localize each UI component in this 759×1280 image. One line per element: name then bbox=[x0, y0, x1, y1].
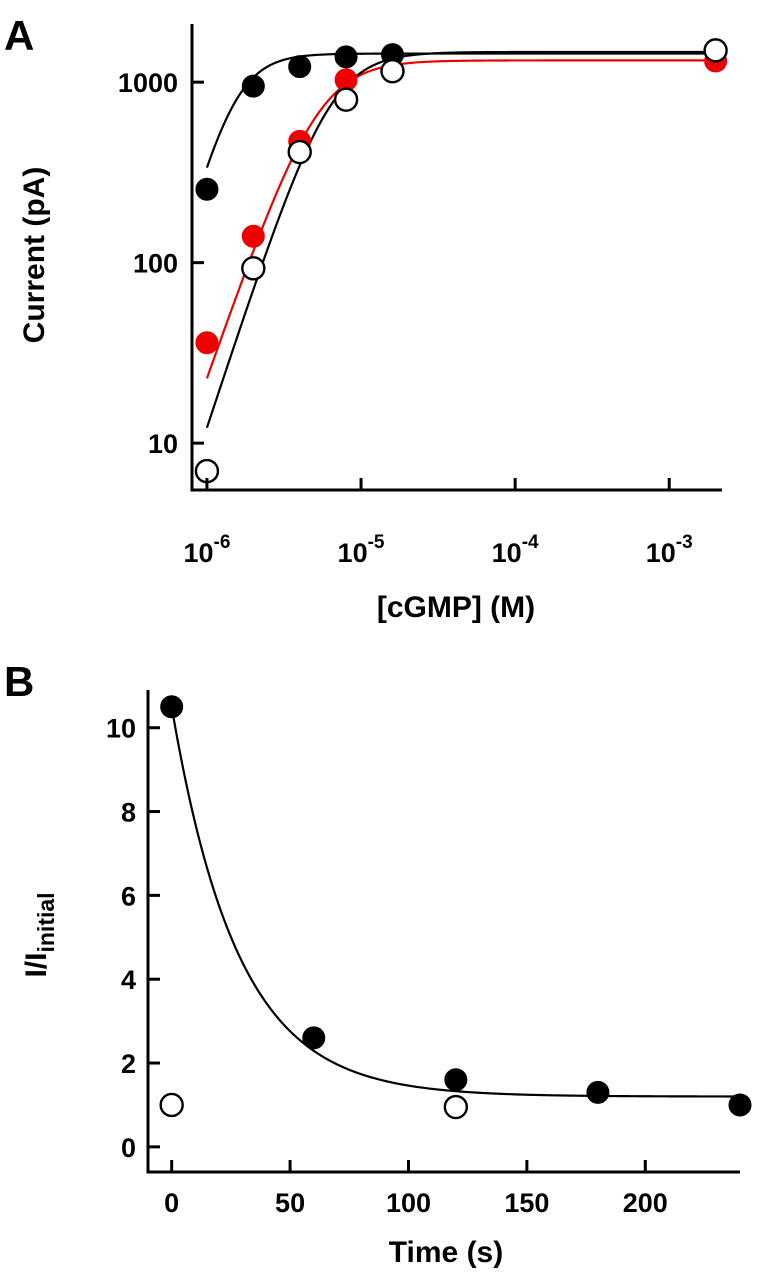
panel-a-x-tick-base-4: 10 bbox=[646, 538, 676, 568]
panel-b-axes bbox=[146, 690, 740, 1174]
panel-b-y-tick-label-1: 0 bbox=[121, 1133, 136, 1163]
panel-a-fit-curve-1 bbox=[205, 52, 722, 168]
panel-b-x-tick-label-3: 100 bbox=[386, 1188, 431, 1218]
panel-a-x-tick-base-1: 10 bbox=[183, 538, 213, 568]
panel-b-data-points bbox=[159, 695, 752, 1120]
panel-b-y-tick-label-4: 6 bbox=[121, 881, 136, 911]
panel-a-point-series-1-3 bbox=[288, 55, 312, 79]
panel-b-y-tick-label-6: 10 bbox=[106, 714, 136, 744]
panel-a-x-axis-title: [cGMP] (M) bbox=[377, 591, 535, 624]
panel-b-y-tick-label-3: 4 bbox=[121, 965, 136, 995]
panel-b-point-series-1-4 bbox=[586, 1080, 610, 1104]
panel-a-point-series-3-2 bbox=[241, 256, 266, 281]
panel-b-x-ticks: 0 50 100 150 200 bbox=[164, 1160, 668, 1218]
panel-b-y-axis-title-text: I/Iinitial bbox=[20, 892, 59, 977]
panel-a-point-series-1-1 bbox=[195, 177, 219, 201]
panel-b-point-series-2-1 bbox=[159, 1092, 184, 1118]
panel-a-x-tick-base-3: 10 bbox=[492, 538, 522, 568]
panel-a-y-tick-label-1: 10 bbox=[148, 429, 178, 459]
panel-a-fit-curves bbox=[205, 50, 722, 429]
panel-a-letter: A bbox=[4, 12, 34, 59]
panel-a-y-tick-label-2: 100 bbox=[133, 249, 178, 279]
panel-b-y-axis-title: I/Iinitial bbox=[20, 892, 59, 977]
panel-a-point-series-2-1 bbox=[195, 331, 219, 355]
panel-b-x-tick-label-1: 0 bbox=[164, 1188, 179, 1218]
panel-a-point-series-3-4 bbox=[333, 87, 359, 112]
panel-b-y-tick-label-5: 8 bbox=[121, 798, 136, 828]
panel-a-point-series-3-6 bbox=[703, 38, 728, 63]
panel-b-point-series-1-3 bbox=[444, 1068, 468, 1092]
panel-b-point-series-1-2 bbox=[302, 1026, 326, 1050]
panel-a-point-series-3-3 bbox=[287, 139, 312, 165]
panel-b-letter: B bbox=[4, 658, 34, 705]
panel-b-fit-curve bbox=[170, 706, 740, 1098]
panel-b-y-tick-label-2: 2 bbox=[121, 1049, 136, 1079]
panel-a-fit-curve-2 bbox=[205, 59, 722, 379]
panel-a-y-axis-title: Current (pA) bbox=[18, 167, 51, 344]
panel-b-x-tick-label-2: 50 bbox=[275, 1188, 305, 1218]
panel-b-point-series-1-5 bbox=[728, 1093, 752, 1117]
panel-a-x-tick-exponent-1: -6 bbox=[214, 532, 231, 553]
panel-b-point-series-1-1 bbox=[160, 695, 184, 719]
panel-a-fit-curve-3 bbox=[205, 50, 722, 429]
panel-a-x-tick-exponent-4: -3 bbox=[676, 532, 693, 553]
panel-b: B 0 50 100 150 200 0 2 4 6 8 10 Time (s) I/Iiniti… bbox=[4, 658, 752, 1269]
panel-a-axes bbox=[190, 24, 722, 492]
panel-b-x-axis-title: Time (s) bbox=[389, 1236, 503, 1269]
panel-a-x-tick-label-3: 10-4 bbox=[492, 532, 539, 568]
panel-a-point-series-1-2 bbox=[241, 74, 265, 98]
panel-b-point-series-2-2 bbox=[443, 1094, 469, 1120]
panel-a-x-ticks: 10-6 10-5 10-4 10-3 bbox=[183, 478, 693, 568]
panel-a-x-tick-label-1: 10-6 bbox=[183, 532, 230, 568]
panel-b-y-axis-title-subscript: initial bbox=[33, 892, 59, 952]
panel-b-y-axis-title-main: I/I bbox=[20, 953, 53, 978]
panel-a-x-tick-label-2: 10-5 bbox=[338, 532, 385, 568]
panel-a-point-series-2-2 bbox=[241, 224, 265, 248]
panel-b-x-tick-label-5: 200 bbox=[623, 1188, 668, 1218]
panel-a-data-points bbox=[194, 38, 728, 484]
panel-b-fit-line bbox=[170, 706, 740, 1098]
panel-a-x-tick-base-2: 10 bbox=[338, 538, 368, 568]
panel-a-point-series-3-5 bbox=[380, 58, 405, 84]
panel-a-x-tick-exponent-2: -5 bbox=[368, 532, 385, 553]
panel-a-x-tick-exponent-3: -4 bbox=[522, 532, 539, 553]
panel-b-y-ticks: 0 2 4 6 8 10 bbox=[106, 714, 160, 1163]
panel-b-x-tick-label-4: 150 bbox=[504, 1188, 549, 1218]
panel-a-x-tick-label-4: 10-3 bbox=[646, 532, 693, 568]
panel-a-y-tick-label-3: 1000 bbox=[118, 68, 178, 98]
panel-a-y-ticks: 10 100 1000 bbox=[118, 68, 204, 459]
panel-a-point-series-1-4 bbox=[334, 45, 358, 69]
